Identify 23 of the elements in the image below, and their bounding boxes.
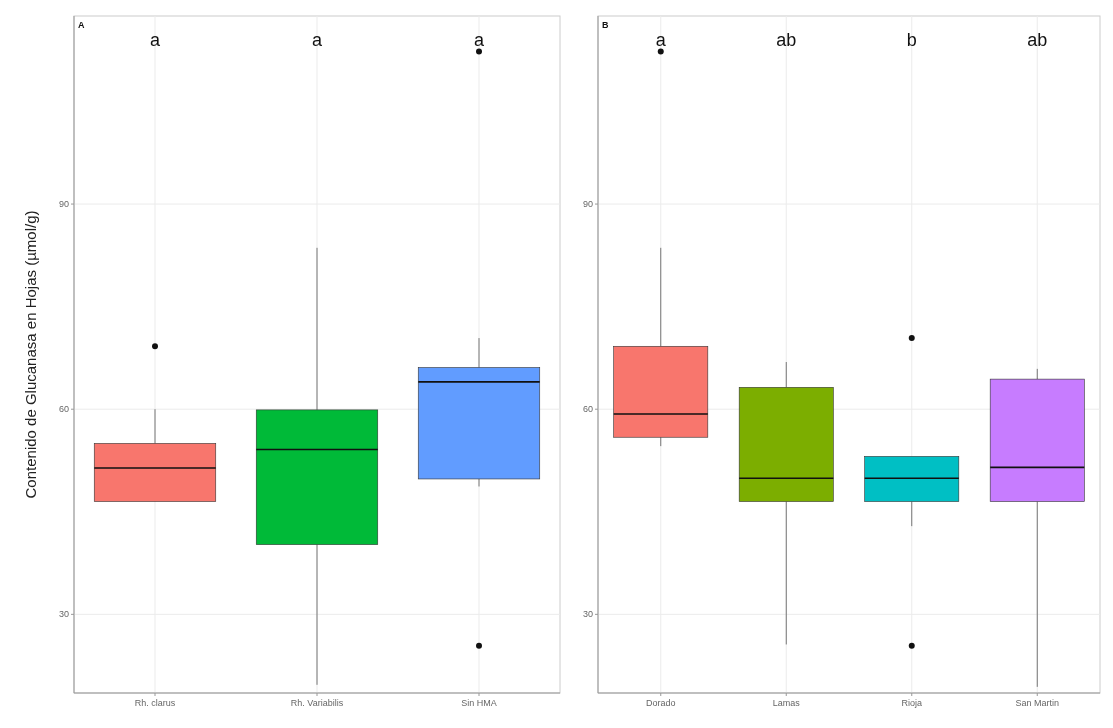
x-tick-label: Dorado [645,698,676,708]
annotation: a [473,30,485,50]
annotation: a [311,30,323,50]
x-tick-label: Rh. Variabilis [290,698,344,708]
annotation: B [602,20,609,30]
annotation: b [906,30,917,50]
annotation: a [149,30,161,50]
y-tick-label: 90 [582,198,593,209]
x-tick-label: San Martin [1015,698,1060,708]
annotation: A [78,20,85,30]
y-tick-label: 90 [58,198,69,209]
y-tick-label: 30 [582,609,593,620]
y-tick-label: 30 [58,609,69,620]
x-tick-label: Lamas [772,698,801,708]
y-axis-title: Contenido de Glucanasa en Hojas (µmol/g) [22,210,39,499]
annotation: a [655,30,667,50]
x-tick-label: Rh. clarus [134,698,176,708]
annotation: ab [1027,30,1048,50]
x-tick-label: Rioja [901,698,923,708]
annotation: ab [776,30,797,50]
y-tick-label: 60 [58,404,69,415]
x-tick-label: Sin HMA [461,698,497,708]
y-tick-label: 60 [582,404,593,415]
